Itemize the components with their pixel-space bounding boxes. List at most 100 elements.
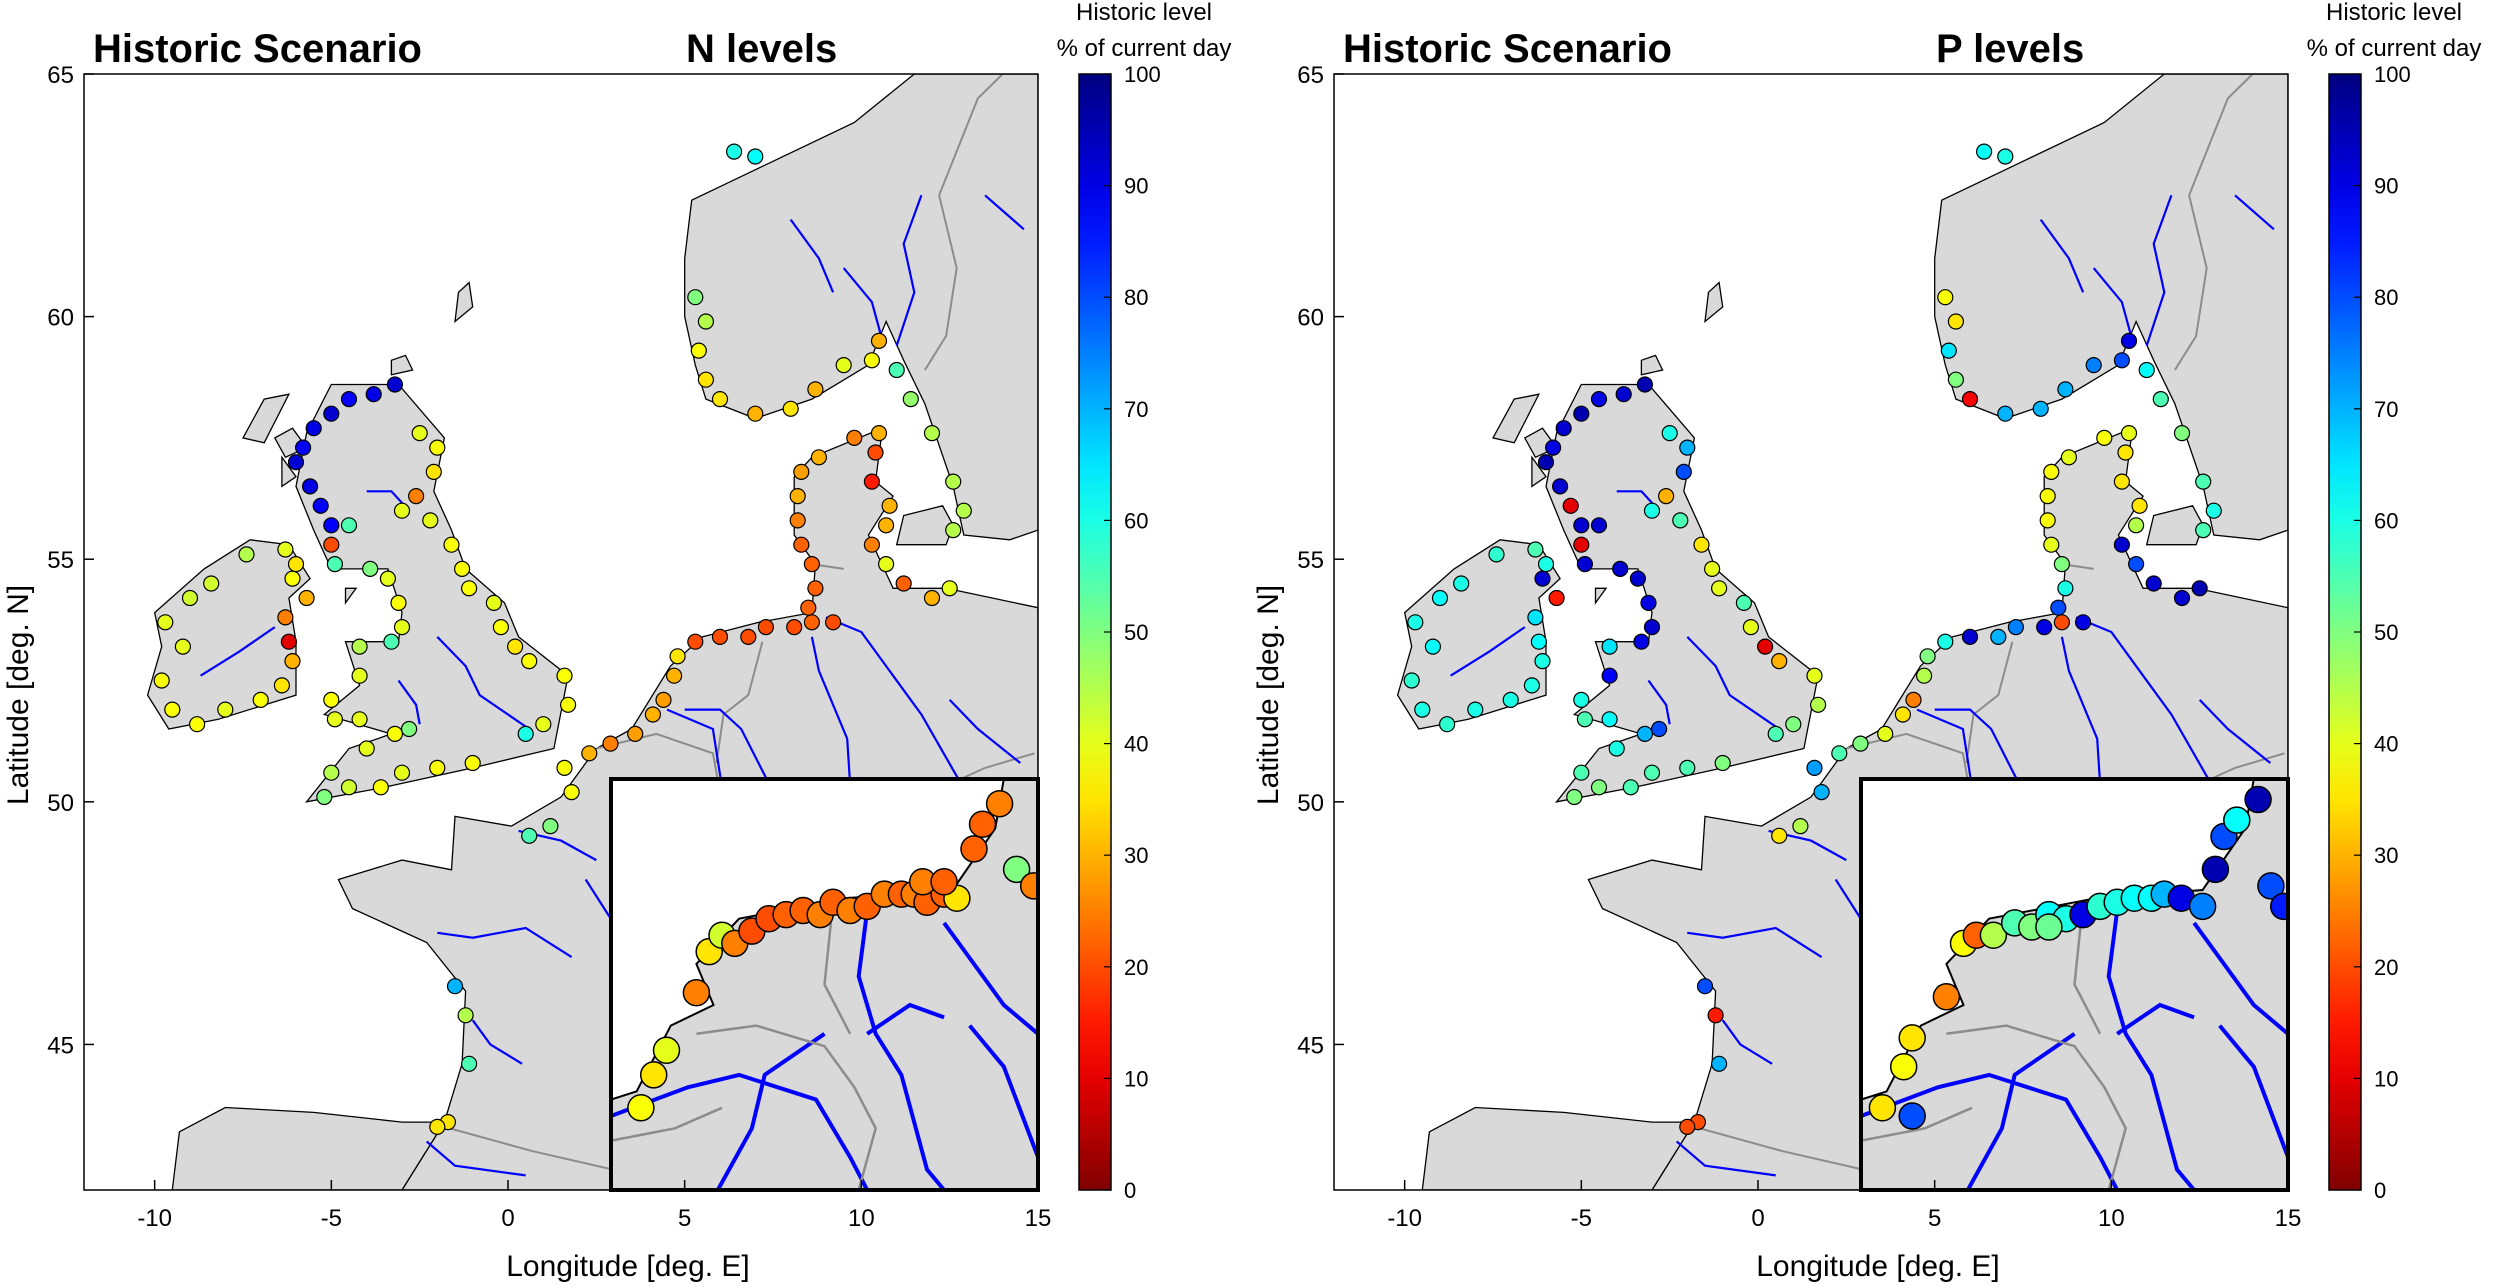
station-point: [461, 580, 478, 597]
p-y-axis-label: Latitude [deg. N]: [1252, 585, 1285, 805]
inset-map: [1859, 777, 2290, 1192]
station-point: [687, 633, 704, 650]
station-point: [789, 488, 806, 505]
n-levels-map: Historic Scenario N levels Historic leve…: [2, 0, 1232, 1283]
station-point: [1612, 560, 1629, 578]
station-point: [1915, 667, 1933, 684]
station-point: [521, 827, 538, 844]
station-point: [1643, 618, 1661, 636]
station-point: [351, 638, 368, 655]
p-colorbar-title-line1: Historic level: [2326, 0, 2462, 26]
station-point: [581, 745, 598, 762]
station-point: [1573, 405, 1590, 422]
station-point: [1771, 652, 1788, 670]
station-point: [740, 628, 757, 646]
station-point: [1961, 391, 1979, 408]
n-x-axis-label: Longitude [deg. E]: [506, 1250, 750, 1283]
inset-border: [823, 902, 852, 1035]
inset-station-point: [1889, 1052, 1918, 1081]
station-point: [1523, 677, 1540, 694]
river-line: [436, 636, 530, 730]
x-tick-label: -5: [321, 1205, 342, 1232]
station-point: [1552, 478, 1569, 495]
land-polygon: [1704, 281, 1724, 324]
inset-station-point: [1019, 872, 1038, 900]
station-point: [1679, 439, 1696, 456]
station-point: [1453, 575, 1470, 592]
inset-station-point: [652, 1036, 681, 1065]
inset-station-point: [985, 789, 1014, 818]
station-point: [1537, 555, 1555, 573]
station-point: [888, 361, 905, 379]
station-point: [1601, 711, 1618, 728]
n-colorbar-title-line2: % of current day: [1057, 35, 1232, 62]
station-point: [2113, 473, 2131, 490]
station-point: [1502, 691, 1519, 709]
station-point: [1661, 425, 1678, 442]
y-tick-label: 65: [47, 62, 74, 89]
station-point: [1679, 759, 1696, 777]
river-line: [2198, 699, 2271, 764]
station-point: [1937, 633, 1954, 650]
station-point: [757, 618, 775, 636]
station-point: [602, 735, 619, 752]
station-point: [824, 614, 842, 631]
station-point: [2036, 618, 2053, 636]
station-point: [793, 463, 810, 480]
land-polygon: [1396, 539, 1561, 730]
station-point: [429, 439, 446, 456]
inset-river-line: [2116, 1002, 2195, 1036]
station-point: [323, 691, 340, 709]
p-colorbar-title-line2: % of current day: [2307, 35, 2482, 62]
station-point: [157, 614, 174, 631]
station-point: [2120, 425, 2138, 442]
station-point: [153, 672, 170, 689]
river-line: [425, 1140, 526, 1177]
station-point: [945, 473, 962, 490]
station-point: [1573, 764, 1590, 781]
station-point: [429, 1118, 446, 1136]
station-point: [835, 357, 852, 374]
station-point: [1937, 289, 1954, 306]
inset-river-line: [2218, 1024, 2288, 1158]
station-point: [429, 759, 446, 777]
station-point: [644, 706, 662, 723]
station-point: [807, 580, 824, 597]
station-point: [181, 589, 199, 607]
land-polygon: [1640, 354, 1664, 376]
station-point: [1615, 386, 1632, 403]
country-border: [2174, 74, 2254, 371]
station-point: [280, 633, 297, 650]
station-point: [1693, 536, 1710, 553]
inset-river-line: [716, 1032, 826, 1190]
station-point: [295, 439, 312, 456]
station-point: [443, 536, 460, 553]
country-border: [1694, 1125, 1868, 1172]
station-point: [1608, 740, 1625, 757]
station-point: [697, 313, 715, 330]
station-point: [800, 599, 817, 616]
station-point: [340, 517, 358, 534]
station-point: [2191, 580, 2208, 597]
x-tick-label: 15: [1025, 1205, 1052, 1232]
station-point: [386, 725, 403, 743]
station-point: [782, 400, 799, 417]
station-point: [1735, 594, 1752, 612]
station-point: [902, 391, 919, 408]
river-line: [1686, 636, 1780, 730]
station-point: [1905, 691, 1922, 709]
station-point: [2131, 497, 2148, 514]
inset-station-point: [1932, 983, 1961, 1011]
station-point: [556, 667, 573, 684]
station-point: [1714, 754, 1731, 772]
colorbar-tick-label: 50: [2374, 620, 2398, 645]
river-line: [1450, 626, 1526, 677]
river-line: [2234, 194, 2275, 231]
inset-station-point: [1979, 921, 2008, 949]
station-point: [803, 555, 821, 573]
station-point: [316, 788, 333, 806]
station-point: [1704, 560, 1721, 578]
station-point: [1675, 463, 1692, 480]
colorbar-tick-label: 100: [2374, 62, 2411, 87]
station-point: [725, 143, 743, 160]
